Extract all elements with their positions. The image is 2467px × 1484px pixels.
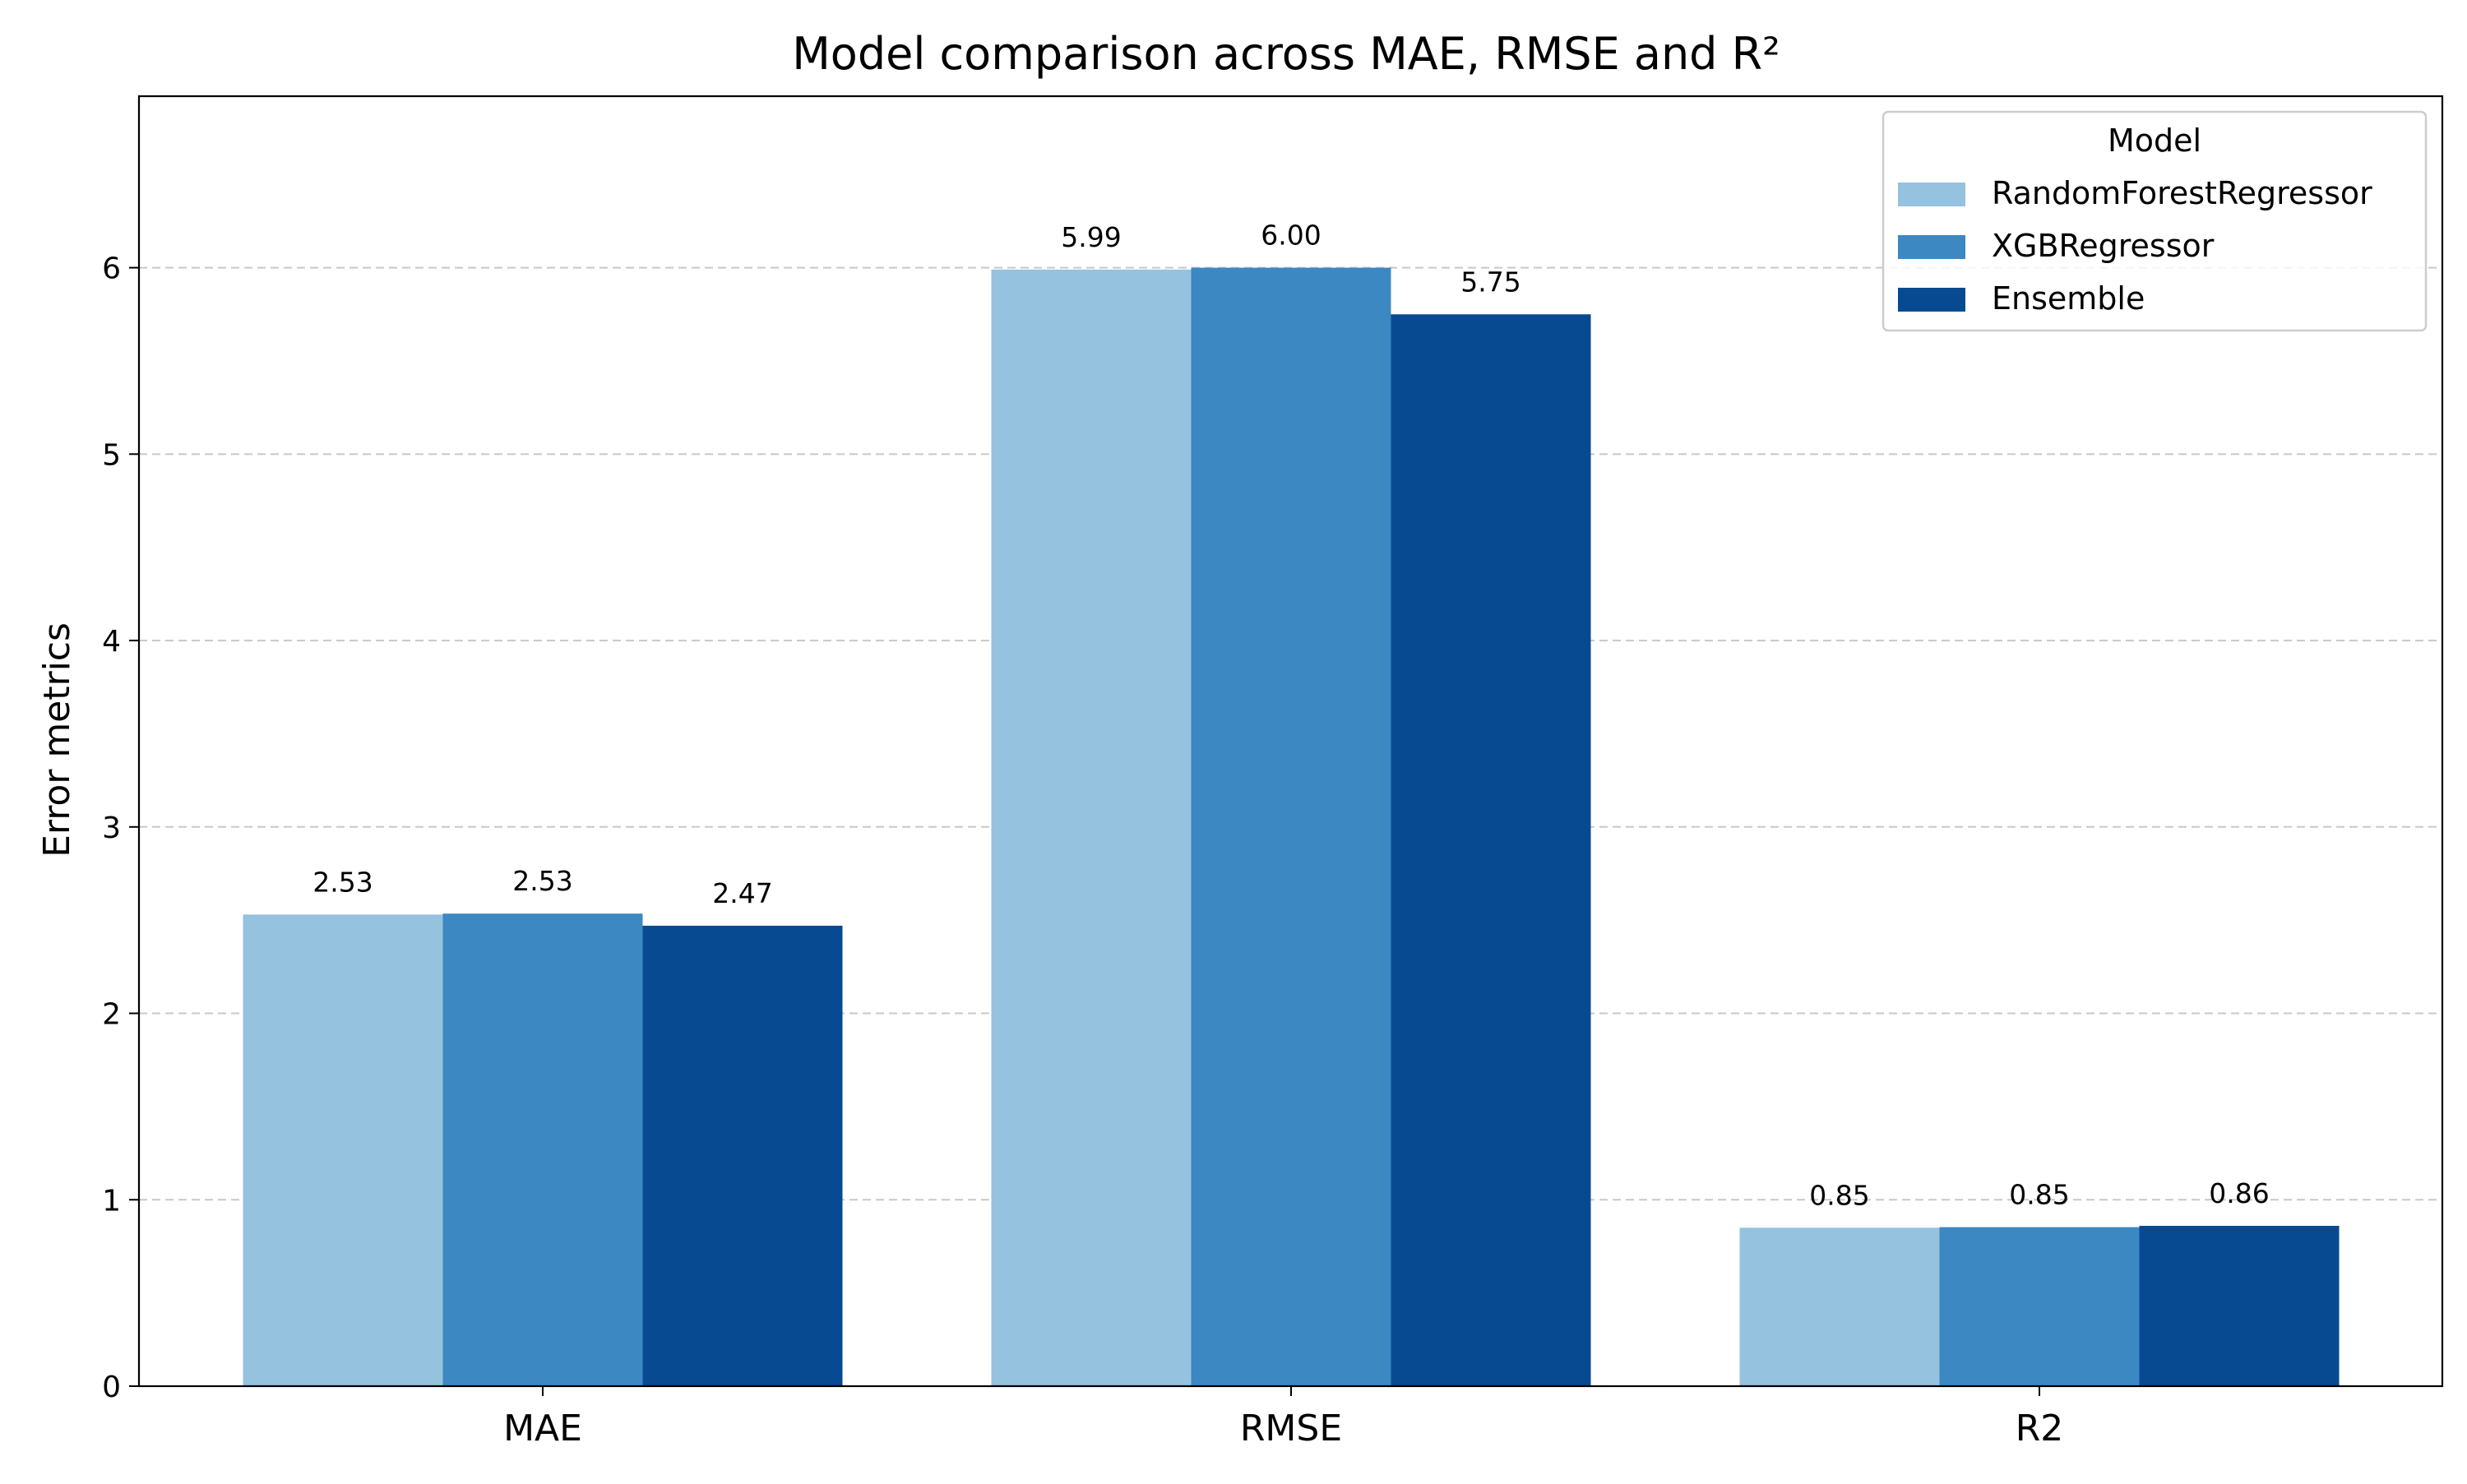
bar-value-label: 2.53 bbox=[312, 866, 373, 898]
bar-Ensemble-MAE bbox=[642, 925, 843, 1386]
chart-title: Model comparison across MAE, RMSE and R² bbox=[792, 28, 1780, 80]
y-tick-label: 5 bbox=[102, 438, 121, 472]
legend-swatch bbox=[1898, 183, 1965, 206]
y-tick-label: 3 bbox=[102, 811, 121, 845]
label-layer: 2.53 2.53 2.47 5.99 6.00 5.75 0.85 0.85 0.86 bbox=[312, 220, 2269, 1212]
legend-swatch bbox=[1898, 235, 1965, 259]
bar-value-label: 2.53 bbox=[512, 865, 572, 897]
bar-XGBRegressor-RMSE bbox=[1191, 267, 1391, 1387]
legend: Model RandomForestRegressor XGBRegressor E… bbox=[1881, 110, 2428, 332]
bar-value-label: 2.47 bbox=[712, 877, 772, 909]
legend-items: RandomForestRegressor XGBRegressor Ensembl… bbox=[1898, 175, 2372, 317]
y-tick-label: 4 bbox=[102, 625, 121, 659]
bar-RandomForestRegressor-R2 bbox=[1739, 1227, 1940, 1386]
legend-label: Ensemble bbox=[1992, 280, 2145, 317]
bar-value-label: 6.00 bbox=[1261, 220, 1321, 252]
bar-RandomForestRegressor-MAE bbox=[243, 914, 443, 1386]
bar-value-label: 5.75 bbox=[1460, 266, 1520, 298]
bar-value-label: 0.86 bbox=[2209, 1177, 2269, 1209]
bar-Ensemble-R2 bbox=[2139, 1226, 2340, 1386]
bar-RandomForestRegressor-RMSE bbox=[991, 269, 1192, 1386]
axis-layer: 0 1 2 3 4 5 6 MAE RMSE R2 bbox=[102, 252, 2063, 1449]
bar-value-label: 0.85 bbox=[2009, 1179, 2069, 1211]
y-tick-label: 0 bbox=[102, 1371, 121, 1404]
legend-swatch bbox=[1898, 288, 1965, 312]
legend-title: Model bbox=[2108, 123, 2201, 159]
bar-Ensemble-RMSE bbox=[1391, 314, 1591, 1386]
y-tick-label: 6 bbox=[102, 252, 121, 286]
bar-value-label: 5.99 bbox=[1061, 221, 1121, 253]
bar-XGBRegressor-R2 bbox=[1939, 1227, 2140, 1386]
y-axis-label: Error metrics bbox=[36, 622, 78, 858]
x-tick-label: RMSE bbox=[1240, 1408, 1342, 1449]
bar-layer bbox=[243, 267, 2340, 1387]
x-tick-label: R2 bbox=[2016, 1408, 2064, 1449]
x-tick-label: MAE bbox=[503, 1408, 582, 1449]
bar-value-label: 0.85 bbox=[1809, 1179, 1869, 1211]
legend-label: RandomForestRegressor bbox=[1992, 175, 2372, 211]
y-tick-label: 1 bbox=[102, 1184, 121, 1218]
y-tick-label: 2 bbox=[102, 998, 121, 1032]
legend-label: XGBRegressor bbox=[1992, 228, 2215, 264]
legend-box bbox=[1881, 110, 2428, 332]
bar-XGBRegressor-MAE bbox=[442, 913, 643, 1386]
